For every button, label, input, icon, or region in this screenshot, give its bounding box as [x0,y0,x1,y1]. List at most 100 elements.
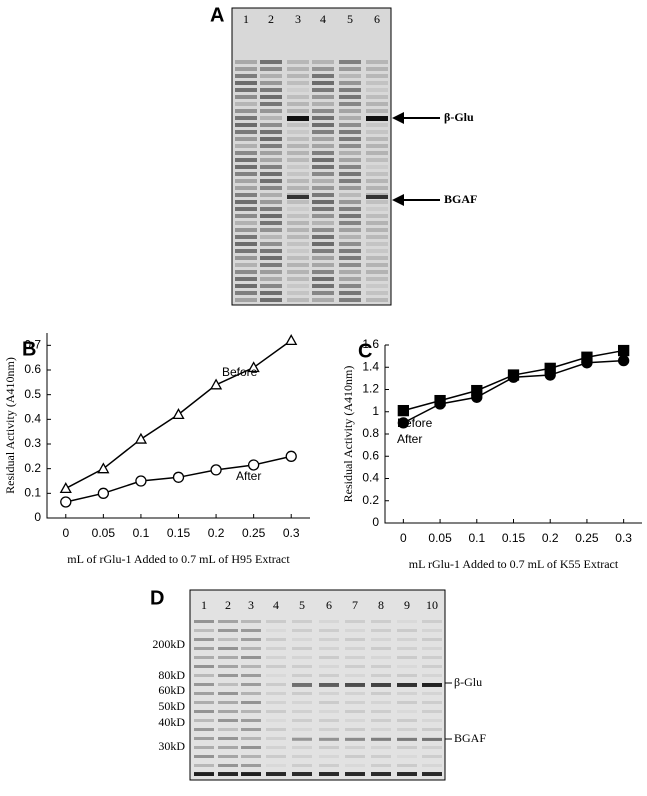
gel-band [319,719,339,722]
gel-band [312,172,334,176]
point [172,471,185,483]
gel-band [319,674,339,677]
gel-band [287,172,309,176]
gel-band [345,719,365,722]
gel-band [366,195,388,199]
marker-label: 60kD [158,683,185,697]
lane-label: 6 [374,12,380,26]
lane-label: 1 [201,598,207,612]
gel-band [260,130,282,134]
y-tick-label: 0 [34,510,41,524]
gel-band [260,193,282,197]
band-label: BGAF [444,192,477,206]
gel-band [287,284,309,288]
gel-band [260,81,282,85]
gel-band [319,656,339,659]
gel-band [366,172,388,176]
gel-band [260,214,282,218]
lane-label: 5 [347,12,353,26]
gel-band [312,235,334,239]
x-tick-label: 0.2 [542,531,559,545]
gel-band [287,195,309,199]
gel-band [312,88,334,92]
panel-letter: B [22,338,36,360]
gel-band [345,647,365,650]
gel-band [397,764,417,767]
gel-band [292,629,312,632]
gel-band [235,207,257,211]
gel-band [194,719,214,722]
gel-band [194,764,214,767]
gel-band [319,638,339,641]
gel-band [397,728,417,731]
gel-band [366,67,388,71]
gel-band [312,207,334,211]
gel-band [292,737,312,740]
gel-band [218,772,238,776]
gel-band [218,764,238,767]
x-tick-label: 0.1 [468,531,485,545]
gel-band [366,165,388,169]
x-tick-label: 0.05 [428,531,452,545]
gel-band [266,638,286,641]
panel-letter: D [150,587,164,609]
gel-band [312,270,334,274]
gel-band [292,764,312,767]
gel-band [339,151,361,155]
gel-band [371,746,391,749]
gel-band [312,277,334,281]
point [60,496,72,508]
gel-band [235,88,257,92]
gel-band [397,737,417,740]
gel-band [287,221,309,225]
gel-band [339,67,361,71]
gel-band [260,242,282,246]
gel-band [287,242,309,246]
gel-band [366,207,388,211]
x-tick-label: 0.3 [283,526,300,540]
y-tick-label: 0.1 [24,486,41,500]
gel-band [366,221,388,225]
gel-band [339,186,361,190]
point [285,450,297,462]
gel-band [235,109,257,113]
gel-band [345,692,365,695]
y-axis-label: Residual Activity (A410nm) [341,366,355,503]
gel-band [345,701,365,704]
gel-band [312,186,334,190]
gel-band [218,674,238,677]
gel-band [194,737,214,740]
gel-band [235,193,257,197]
gel-band [218,719,238,722]
gel-band [241,683,261,686]
gel-band [218,710,238,713]
gel-band [287,81,309,85]
gel-band [235,256,257,260]
gel-band [397,719,417,722]
gel-band [366,130,388,134]
gel-band [287,95,309,99]
gel-band [260,67,282,71]
gel-band [366,298,388,302]
axes [46,333,310,519]
gel-band [287,151,309,155]
gel-band [397,692,417,695]
gel-band [366,200,388,204]
gel-band [287,228,309,232]
y-tick-label: 0 [372,515,379,529]
gel-band [422,772,442,776]
gel-band [194,674,214,677]
gel-band [345,728,365,731]
gel-band [235,67,257,71]
gel-band [260,151,282,155]
gel-band [422,710,442,713]
gel-band [319,746,339,749]
gel-band [292,620,312,623]
gel-band [345,683,365,687]
gel-band [287,102,309,106]
gel-band [218,737,238,740]
gel-band [397,629,417,632]
gel-band [287,186,309,190]
gel-band [371,638,391,641]
